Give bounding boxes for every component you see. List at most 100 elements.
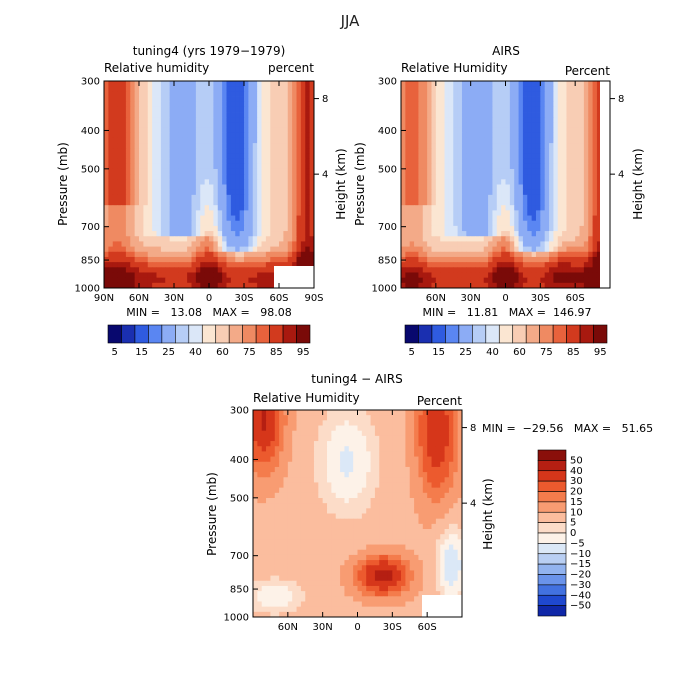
contour-cell bbox=[309, 153, 315, 160]
contour-cell bbox=[117, 215, 122, 222]
contour-cell bbox=[596, 225, 602, 232]
contour-cell bbox=[588, 153, 593, 160]
contour-cell bbox=[392, 508, 398, 514]
contour-cell bbox=[549, 210, 554, 216]
contour-cell bbox=[165, 132, 171, 139]
contour-cell bbox=[104, 148, 109, 154]
contour-cell bbox=[435, 435, 441, 442]
contour-cell bbox=[331, 472, 337, 478]
contour-cell bbox=[466, 117, 472, 123]
contour-cell bbox=[361, 435, 367, 442]
contour-cell bbox=[531, 106, 537, 113]
contour-cell bbox=[139, 215, 144, 222]
contour-cell bbox=[283, 231, 289, 237]
contour-cell bbox=[422, 487, 428, 494]
contour-cell bbox=[444, 277, 450, 284]
contour-cell bbox=[160, 148, 166, 154]
contour-cell bbox=[466, 163, 472, 170]
contour-cell bbox=[553, 231, 559, 237]
contour-cell bbox=[300, 420, 306, 426]
contour-cell bbox=[222, 127, 227, 134]
contour-cell bbox=[309, 184, 315, 191]
contour-cell bbox=[270, 466, 276, 473]
contour-cell bbox=[147, 220, 153, 227]
contour-cell bbox=[252, 158, 258, 165]
contour-cell bbox=[401, 112, 406, 118]
contour-cell bbox=[121, 86, 127, 92]
contour-cell bbox=[287, 163, 293, 170]
contour-cell bbox=[287, 210, 293, 216]
contour-cell bbox=[174, 143, 179, 149]
contour-cell bbox=[217, 174, 223, 180]
contour-cell bbox=[453, 143, 458, 149]
contour-cell bbox=[348, 451, 354, 457]
contour-cell bbox=[544, 200, 550, 206]
contour-cell bbox=[300, 215, 306, 222]
contour-cell bbox=[309, 425, 315, 432]
contour-cell bbox=[182, 184, 188, 191]
contour-cell bbox=[191, 117, 197, 123]
contour-cell bbox=[383, 420, 389, 426]
contour-cell bbox=[475, 81, 480, 87]
contour-cell bbox=[514, 106, 519, 113]
contour-cell bbox=[575, 96, 580, 103]
contour-cell bbox=[409, 282, 415, 289]
contour-cell bbox=[178, 282, 184, 289]
contour-cell bbox=[187, 246, 192, 253]
contour-cell bbox=[422, 106, 428, 113]
contour-cell bbox=[540, 215, 546, 222]
contour-cell bbox=[191, 205, 197, 211]
contour-cell bbox=[514, 148, 519, 154]
contour-cell bbox=[588, 174, 593, 180]
contour-cell bbox=[160, 122, 166, 128]
contour-cell bbox=[453, 420, 459, 426]
contour-cell bbox=[300, 241, 306, 247]
contour-cell bbox=[213, 267, 219, 273]
contour-cell bbox=[230, 200, 236, 206]
contour-cell bbox=[178, 194, 184, 201]
contour-cell bbox=[448, 482, 454, 489]
contour-cell bbox=[531, 225, 537, 232]
contour-cell bbox=[104, 174, 109, 180]
contour-cell bbox=[117, 174, 122, 180]
contour-cell bbox=[479, 200, 485, 206]
variable-label: Relative Humidity bbox=[401, 61, 508, 75]
contour-cell bbox=[457, 282, 463, 289]
contour-cell bbox=[253, 451, 258, 457]
contour-cell bbox=[248, 200, 254, 206]
contour-cell bbox=[265, 231, 271, 237]
contour-cell bbox=[187, 148, 192, 154]
contour-cell bbox=[461, 225, 467, 232]
contour-cell bbox=[125, 168, 131, 175]
contour-cell bbox=[401, 435, 406, 442]
contour-cell bbox=[217, 231, 223, 237]
contour-cell bbox=[448, 86, 454, 92]
contour-cell bbox=[165, 246, 171, 253]
contour-cell bbox=[257, 487, 263, 494]
contour-cell bbox=[514, 262, 519, 268]
contour-cell bbox=[492, 143, 498, 149]
contour-cell bbox=[300, 184, 306, 191]
contour-cell bbox=[204, 189, 210, 196]
contour-cell bbox=[117, 112, 122, 118]
contour-cell bbox=[488, 117, 493, 123]
contour-cell bbox=[570, 127, 576, 134]
contour-cell bbox=[117, 127, 122, 134]
contour-cell bbox=[213, 143, 219, 149]
contour-cell bbox=[226, 282, 232, 289]
contour-cell bbox=[505, 148, 511, 154]
contour-cell bbox=[230, 262, 236, 268]
contour-cell bbox=[239, 158, 245, 165]
contour-cell bbox=[422, 127, 428, 134]
contour-cell bbox=[453, 91, 458, 97]
contour-cell bbox=[401, 487, 406, 494]
contour-cell bbox=[257, 277, 262, 284]
contour-cell bbox=[483, 96, 489, 103]
contour-cell bbox=[178, 91, 184, 97]
contour-cell bbox=[496, 256, 502, 263]
contour-cell bbox=[257, 205, 262, 211]
contour-cell bbox=[270, 137, 276, 144]
y-tick-label: 850 bbox=[378, 256, 397, 267]
contour-cell bbox=[535, 106, 541, 113]
contour-cell bbox=[134, 112, 140, 118]
